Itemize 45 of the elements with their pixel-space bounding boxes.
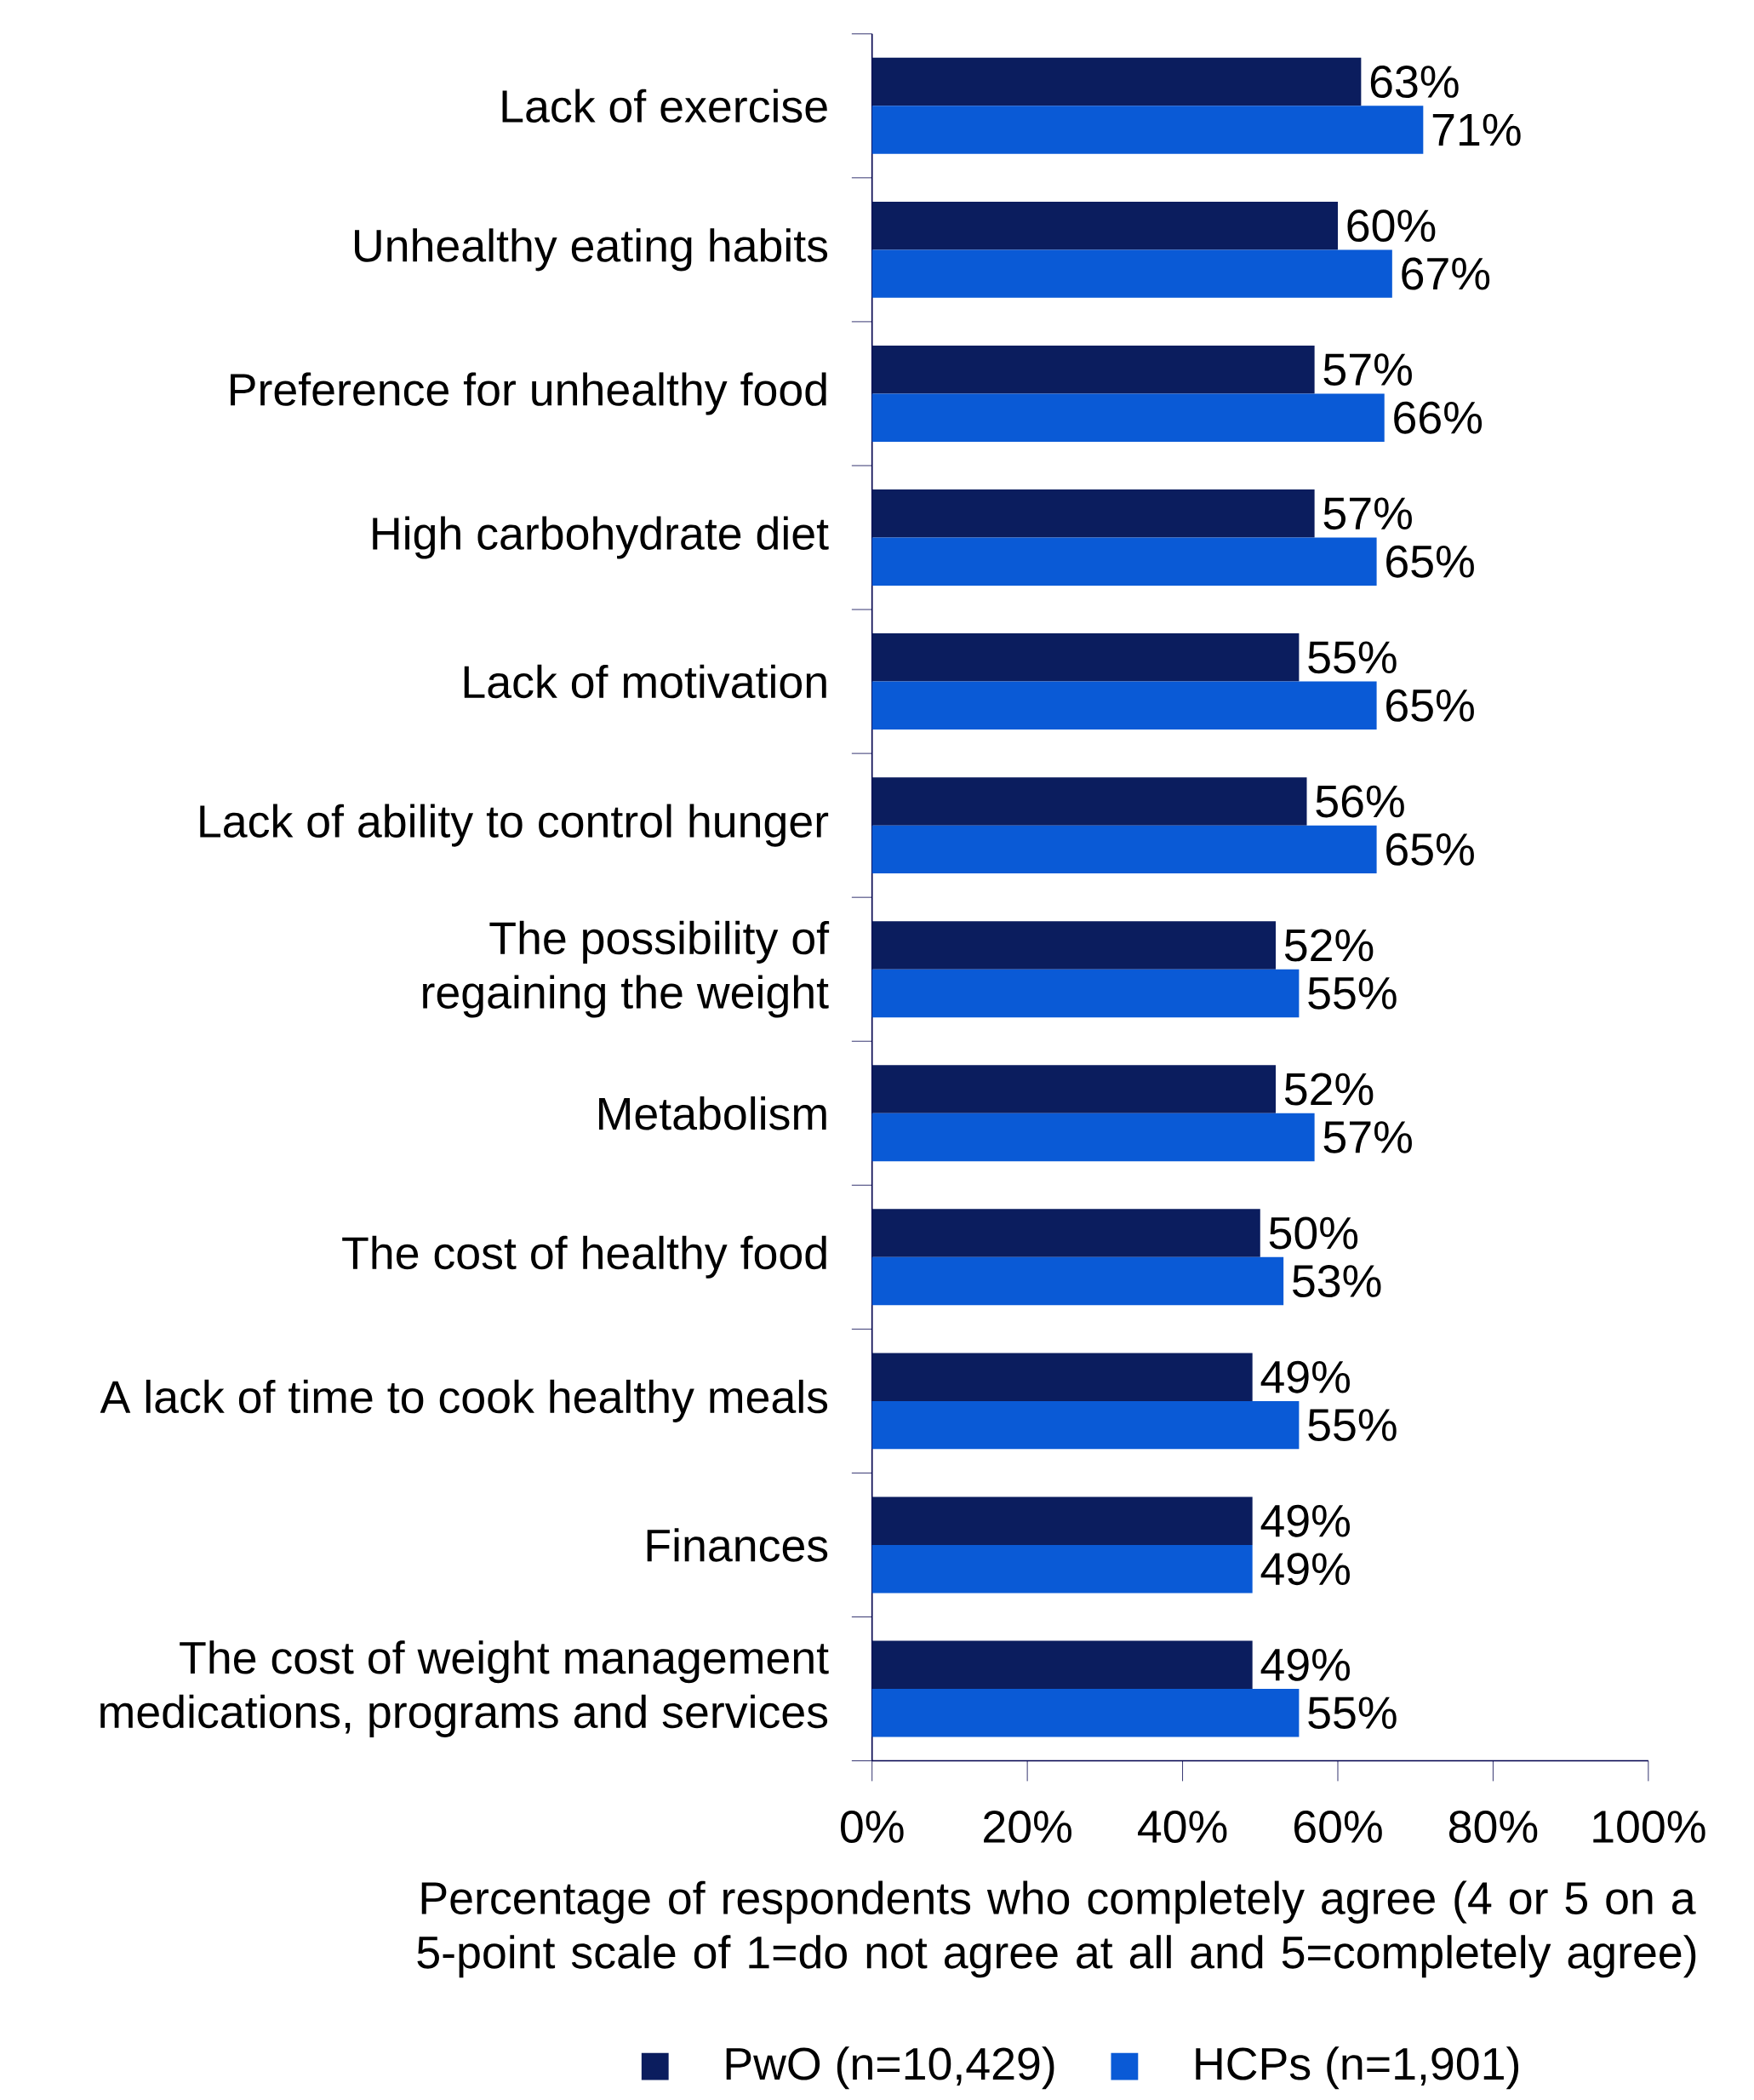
- data-label: 57%: [1323, 1121, 1413, 1153]
- data-label: 60%: [1347, 209, 1436, 243]
- data-label: 49%: [1260, 1360, 1351, 1393]
- y-tick-label: Lack of motivation: [465, 664, 826, 699]
- data-label: 49%: [1260, 1553, 1351, 1586]
- x-tick-label: 60%: [1294, 1811, 1383, 1844]
- data-label: 65%: [1386, 833, 1475, 866]
- data-label: 57%: [1323, 353, 1413, 386]
- data-label: 55%: [1308, 641, 1397, 674]
- data-label: 49%: [1260, 1648, 1351, 1681]
- data-label: 55%: [1308, 977, 1397, 1010]
- data-label: 55%: [1308, 1409, 1397, 1441]
- data-label: 57%: [1323, 497, 1413, 530]
- y-tick-label: Metabolism: [599, 1096, 826, 1130]
- data-label: 56%: [1316, 785, 1405, 818]
- y-tick-label: High carbohydrate diet: [373, 516, 829, 559]
- x-tick-label: 0%: [841, 1811, 904, 1844]
- y-tick-label: Lack of ability to control hunger: [200, 804, 829, 847]
- y-tick-label: Unhealthy eating habits: [355, 228, 828, 272]
- data-label: 53%: [1293, 1265, 1381, 1298]
- y-tick-label: Finances: [647, 1528, 828, 1562]
- x-tick-label: 80%: [1449, 1811, 1538, 1844]
- x-tick-label: 20%: [984, 1811, 1072, 1844]
- y-tick-label: A lack of time to cook healthy meals: [100, 1379, 828, 1422]
- data-label: 55%: [1308, 1697, 1397, 1730]
- legend-label: HCPs (n=1,901): [1196, 2046, 1519, 2090]
- x-axis-title: Percentage of respondents who completely agree (4 or 5 on a 5-point scale of 1=do not agree at all and 5=completely agree): [417, 1880, 1696, 1978]
- data-label: 67%: [1402, 257, 1490, 290]
- y-tick-label: Lack of exercise: [502, 89, 827, 123]
- data-label: 52%: [1285, 1073, 1374, 1106]
- legend-label: PwO (n=10,429): [726, 2046, 1054, 2090]
- data-label: 65%: [1386, 545, 1475, 578]
- data-label: 71%: [1433, 113, 1521, 146]
- y-tick-label: The possibility of regaining the weight: [423, 920, 830, 1018]
- data-label: 66%: [1394, 401, 1483, 434]
- data-label: 52%: [1285, 929, 1374, 962]
- x-tick-label: 40%: [1138, 1811, 1227, 1844]
- data-label: 63%: [1371, 66, 1459, 99]
- y-tick-label: The cost of weight management medications, programs and services: [100, 1640, 829, 1737]
- x-tick-label: 100%: [1593, 1811, 1705, 1844]
- data-label: 50%: [1269, 1216, 1358, 1250]
- data-label: 65%: [1386, 689, 1475, 722]
- y-tick-label: Preference for unhealthy food: [231, 372, 826, 415]
- y-tick-label: The cost of healthy food: [342, 1235, 826, 1279]
- data-label: 49%: [1260, 1504, 1351, 1537]
